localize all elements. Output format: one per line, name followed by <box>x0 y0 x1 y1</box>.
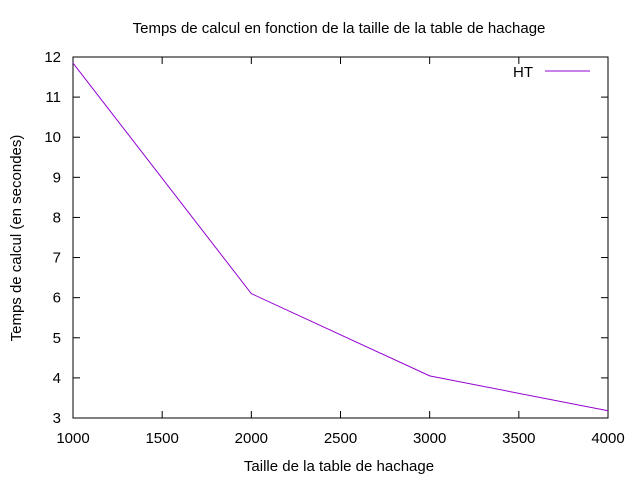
series-line-0 <box>72 62 609 412</box>
y-tick-label-3: 6 <box>53 290 61 307</box>
y-tick-label-4: 7 <box>53 250 61 267</box>
x-tick-label-6: 4000 <box>591 430 624 447</box>
x-tick-label-1: 1500 <box>145 430 178 447</box>
tick-labels: 1000 1500 2000 2500 3000 3500 4000 3 4 5 6 7 8 9 10 11 1… <box>44 49 624 447</box>
axis-ticks <box>72 56 609 419</box>
x-tick-label-3: 2500 <box>324 430 357 447</box>
y-tick-label-2: 5 <box>53 330 61 347</box>
x-tick-label-2: 2000 <box>235 430 268 447</box>
y-tick-label-7: 10 <box>44 129 61 146</box>
legend: HT <box>513 64 590 81</box>
x-tick-label-0: 1000 <box>56 430 89 447</box>
y-tick-label-6: 9 <box>53 169 61 186</box>
x-tick-label-4: 3000 <box>413 430 446 447</box>
y-tick-label-1: 4 <box>53 370 61 387</box>
y-axis-label: Temps de calcul (en secondes) <box>8 135 25 342</box>
y-tick-label-5: 8 <box>53 209 61 226</box>
y-tick-label-0: 3 <box>53 410 61 427</box>
y-tick-label-9: 12 <box>44 49 61 66</box>
series-layer <box>72 62 609 412</box>
plot-frame <box>72 56 609 419</box>
chart-title: Temps de calcul en fonction de la taille… <box>133 20 546 37</box>
y-tick-label-8: 11 <box>45 89 61 106</box>
x-tick-label-5: 3500 <box>502 430 535 447</box>
legend-label-ht: HT <box>513 64 533 81</box>
x-axis-label: Taille de la table de hachage <box>244 458 434 475</box>
